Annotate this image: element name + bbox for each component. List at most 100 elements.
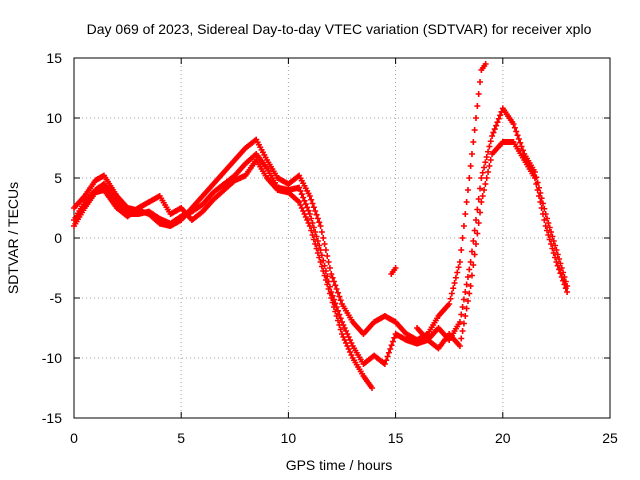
data-point (483, 154, 490, 160)
data-point (328, 271, 335, 277)
data-point (518, 143, 525, 150)
data-point (474, 230, 481, 237)
y-tick-labels: -15 -10 -5 0 5 10 15 (42, 50, 62, 426)
data-point (466, 175, 473, 181)
data-point (385, 349, 392, 356)
data-point (513, 128, 520, 135)
data-point (473, 115, 479, 121)
x-tick-labels: 0 5 10 15 20 25 (70, 430, 618, 446)
data-point (558, 274, 565, 280)
data-point (487, 157, 494, 163)
series-track-a (71, 61, 489, 343)
y-tick-label: -15 (42, 410, 62, 426)
data-point (336, 293, 343, 300)
data-point (485, 148, 492, 155)
data-point (458, 247, 465, 253)
x-tick-label: 20 (495, 430, 511, 446)
data-point (485, 169, 492, 175)
data-point (475, 220, 482, 226)
data-point (556, 266, 563, 273)
data-point (296, 184, 303, 191)
x-tick-label: 5 (177, 430, 185, 446)
data-point (460, 223, 467, 229)
data-point (531, 175, 538, 181)
data-point (481, 164, 488, 171)
data-point (490, 129, 497, 136)
data-point (464, 274, 471, 280)
data-point (462, 211, 469, 217)
data-point (321, 241, 328, 247)
data-point (325, 259, 332, 265)
data-point (387, 346, 394, 352)
data-point (494, 119, 501, 126)
data-point (321, 272, 328, 279)
series-track-b (71, 105, 571, 367)
data-point (459, 304, 466, 310)
data-point (317, 259, 324, 265)
data-point (463, 305, 470, 312)
data-point (310, 236, 317, 243)
data-point (450, 285, 457, 292)
data-point (329, 299, 336, 306)
data-point (482, 61, 489, 67)
data-point (462, 289, 469, 295)
data-point (538, 205, 545, 211)
data-point (314, 215, 321, 222)
data-point (302, 201, 309, 208)
data-point (306, 193, 313, 199)
data-point (464, 187, 471, 193)
data-point (452, 274, 459, 281)
data-point (324, 281, 331, 288)
data-point (389, 338, 396, 345)
data-point (533, 181, 540, 187)
chart-title: Day 069 of 2023, Sidereal Day-to-day VTE… (87, 21, 592, 37)
data-point (320, 235, 327, 241)
data-point (514, 132, 521, 139)
data-point (493, 122, 500, 129)
data-point (471, 127, 478, 133)
data-point (459, 328, 466, 334)
data-point (336, 322, 343, 328)
y-tick-label: 0 (54, 230, 62, 246)
data-point (542, 223, 549, 229)
data-point (497, 112, 504, 119)
x-tick-label: 10 (281, 430, 297, 446)
data-point (332, 308, 339, 315)
y-tick-label: 15 (46, 50, 62, 66)
data-point (317, 223, 324, 229)
data-point (334, 289, 341, 296)
data-point (308, 215, 315, 222)
data-point (313, 211, 320, 218)
data-point (308, 196, 315, 203)
data-point (534, 187, 541, 193)
data-point (482, 181, 489, 187)
data-point (310, 204, 317, 211)
data-point (337, 326, 344, 333)
data-point (470, 262, 477, 268)
data-point (308, 227, 315, 234)
data-point (330, 278, 337, 285)
data-point (460, 296, 467, 303)
data-point (561, 281, 568, 288)
data-point (481, 187, 488, 193)
data-point (562, 285, 569, 292)
data-point (324, 253, 331, 259)
data-point (466, 290, 473, 297)
x-tick-label: 15 (388, 430, 404, 446)
data-point (489, 133, 496, 139)
data-point (479, 169, 486, 176)
data-point (333, 286, 340, 292)
data-point (300, 194, 307, 201)
data-point (328, 295, 335, 301)
data-point (487, 138, 494, 145)
data-point (316, 254, 323, 261)
data-point (549, 245, 556, 252)
data-point (554, 262, 561, 269)
data-point (460, 320, 467, 327)
data-point (334, 317, 341, 324)
data-point (483, 175, 490, 181)
data-point (478, 175, 485, 181)
data-point (541, 217, 548, 223)
x-tick-label: 25 (602, 430, 618, 446)
